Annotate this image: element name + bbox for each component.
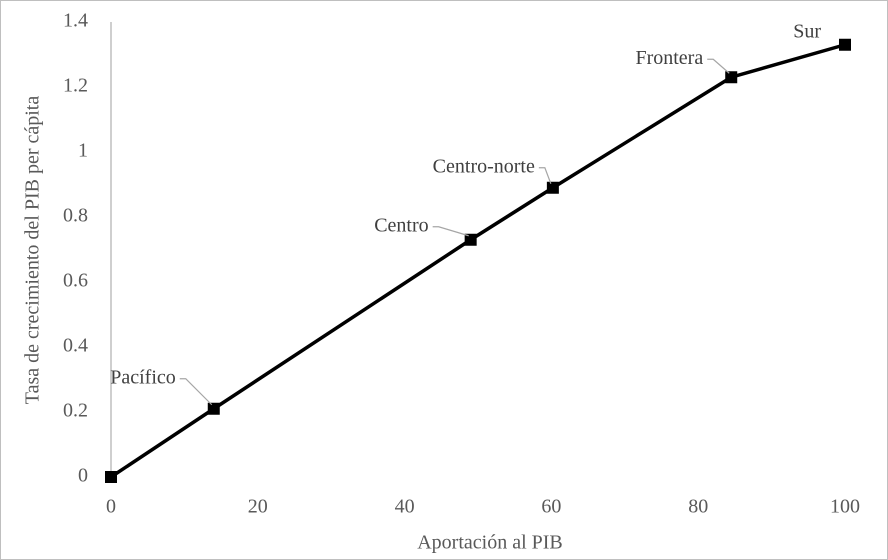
marker (546, 181, 559, 194)
y-tick-label: 0.8 (63, 205, 88, 227)
line (110, 43, 846, 479)
x-tick-label: 40 (395, 496, 415, 518)
y-axis-title: Tasa de crecimiento del PIB per cápita (22, 96, 44, 405)
y-tick-label: 1.2 (63, 75, 88, 97)
marker (839, 38, 851, 51)
point-label: Sur (793, 20, 821, 42)
y-tick-label: 0.4 (63, 335, 88, 357)
x-tick-label: 0 (106, 496, 116, 518)
x-tick-label: 20 (248, 496, 268, 518)
y-tick-label: 0 (78, 465, 88, 487)
x-tick-label: 60 (541, 496, 561, 518)
point-label: Centro (374, 214, 428, 236)
marker (464, 233, 477, 246)
marker (105, 471, 117, 483)
x-tick-label: 80 (688, 496, 708, 518)
x-tick-label: 100 (830, 496, 860, 518)
leader-line (538, 167, 552, 184)
x-axis-title: Aportación al PIB (417, 532, 563, 554)
marker (725, 71, 738, 84)
y-tick-label: 0.6 (63, 270, 88, 292)
y-tick-label: 1 (78, 140, 88, 162)
marker (207, 402, 220, 415)
y-tick-label: 0.2 (63, 400, 88, 422)
leader-line (179, 378, 213, 406)
leader-line (432, 226, 469, 237)
y-tick-label: 1.4 (63, 10, 88, 32)
point-label: Centro-norte (433, 155, 535, 177)
point-label: Frontera (635, 47, 703, 69)
leader-line (707, 58, 730, 74)
point-label: Pacífico (110, 366, 176, 388)
